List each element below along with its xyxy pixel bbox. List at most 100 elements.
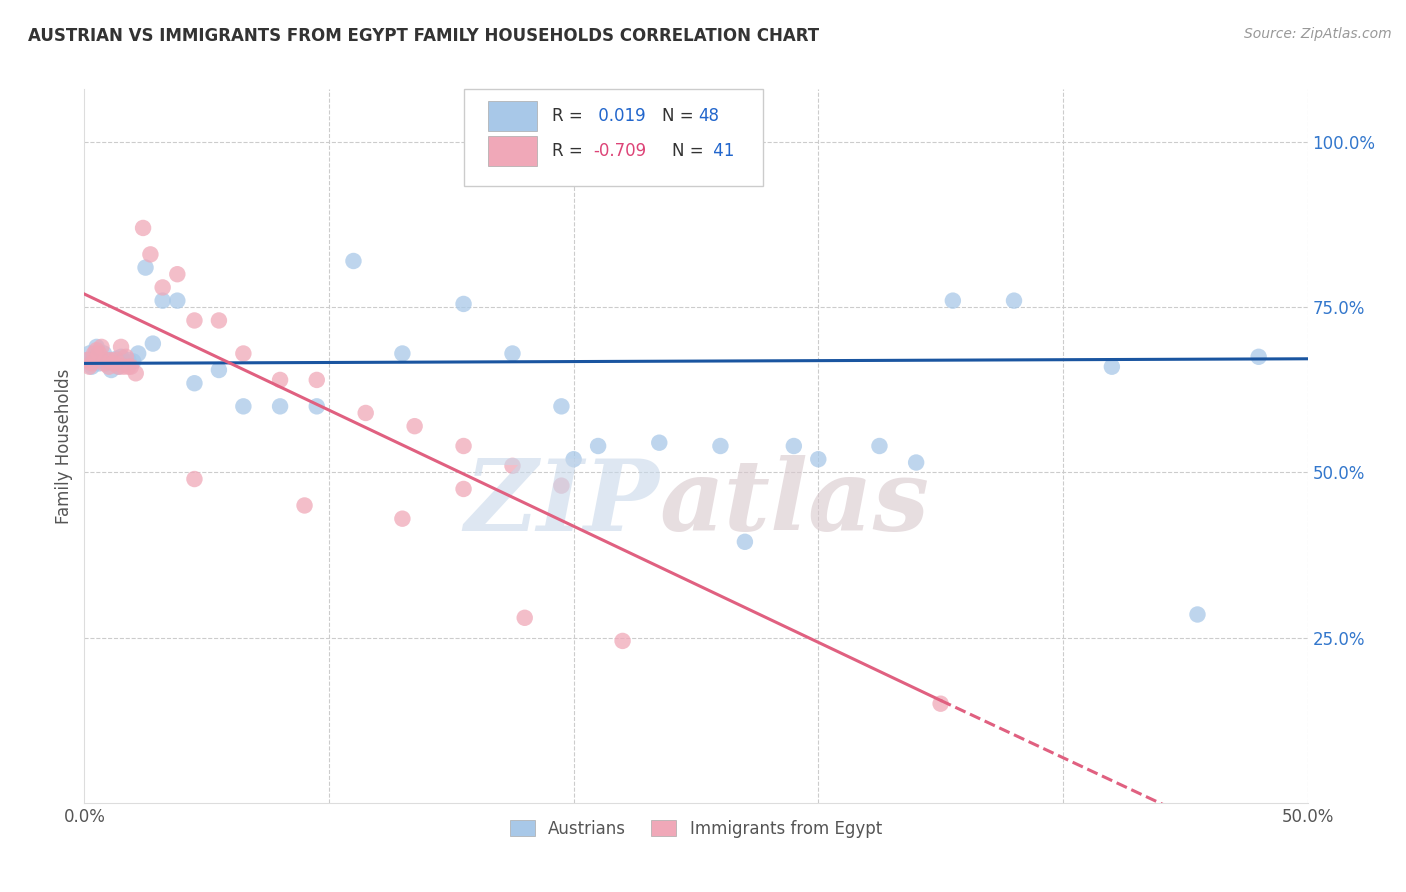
Text: N =: N = — [672, 143, 709, 161]
Point — [183, 472, 205, 486]
Point — [110, 340, 132, 354]
Point — [105, 351, 128, 366]
Point — [294, 499, 316, 513]
Point — [112, 359, 135, 374]
Point — [391, 511, 413, 525]
Point — [152, 293, 174, 308]
Point — [77, 359, 100, 374]
Text: N =: N = — [662, 107, 699, 125]
Point — [120, 359, 142, 374]
Text: Source: ZipAtlas.com: Source: ZipAtlas.com — [1244, 27, 1392, 41]
Point — [905, 456, 928, 470]
Point — [83, 350, 105, 364]
Point — [929, 697, 952, 711]
Point — [586, 439, 609, 453]
Point — [1187, 607, 1209, 622]
Point — [869, 439, 891, 453]
Point — [453, 439, 475, 453]
Text: R =: R = — [551, 107, 588, 125]
Point — [305, 373, 328, 387]
Point — [550, 478, 572, 492]
Text: 41: 41 — [709, 143, 734, 161]
Point — [103, 356, 125, 370]
FancyBboxPatch shape — [488, 136, 537, 166]
Text: 48: 48 — [699, 107, 720, 125]
Point — [86, 343, 108, 358]
Point — [550, 400, 572, 414]
Point — [115, 350, 138, 364]
Point — [269, 400, 291, 414]
Point — [562, 452, 585, 467]
Text: R =: R = — [551, 143, 588, 161]
Point — [105, 353, 128, 368]
Point — [391, 346, 413, 360]
Point — [110, 350, 132, 364]
Point — [90, 340, 112, 354]
Point — [86, 340, 108, 354]
Point — [117, 359, 139, 374]
Point — [232, 346, 254, 360]
Point — [77, 346, 100, 360]
Point — [783, 439, 806, 453]
Point — [208, 363, 231, 377]
Point — [107, 359, 129, 374]
Point — [76, 353, 98, 368]
Text: 0.019: 0.019 — [593, 107, 645, 125]
Text: ZIP: ZIP — [464, 455, 659, 551]
Point — [80, 356, 103, 370]
Point — [100, 353, 122, 368]
Point — [97, 359, 120, 374]
Point — [208, 313, 231, 327]
Point — [127, 346, 149, 360]
Point — [100, 363, 122, 377]
Point — [342, 254, 364, 268]
Point — [612, 634, 634, 648]
Point — [122, 354, 145, 368]
Point — [942, 293, 965, 308]
Point — [734, 534, 756, 549]
Point — [1002, 293, 1025, 308]
Point — [453, 482, 475, 496]
Point — [90, 353, 112, 368]
Point — [93, 346, 115, 360]
Point — [135, 260, 157, 275]
Point — [453, 297, 475, 311]
Point — [142, 336, 165, 351]
Point — [502, 458, 524, 473]
Point — [709, 439, 731, 453]
Point — [1247, 350, 1270, 364]
Text: AUSTRIAN VS IMMIGRANTS FROM EGYPT FAMILY HOUSEHOLDS CORRELATION CHART: AUSTRIAN VS IMMIGRANTS FROM EGYPT FAMILY… — [28, 27, 820, 45]
Point — [93, 356, 115, 370]
Point — [152, 280, 174, 294]
Point — [354, 406, 377, 420]
Point — [103, 354, 125, 368]
Point — [80, 359, 103, 374]
Point — [513, 611, 536, 625]
Point — [87, 346, 110, 360]
Point — [1101, 359, 1123, 374]
Text: -0.709: -0.709 — [593, 143, 647, 161]
Point — [139, 247, 162, 261]
Point — [112, 354, 135, 368]
Legend: Austrians, Immigrants from Egypt: Austrians, Immigrants from Egypt — [503, 814, 889, 845]
Text: atlas: atlas — [659, 455, 929, 551]
Point — [115, 356, 138, 370]
Y-axis label: Family Households: Family Households — [55, 368, 73, 524]
Point — [648, 435, 671, 450]
Point — [132, 221, 155, 235]
Point — [404, 419, 426, 434]
Point — [76, 353, 98, 368]
Point — [107, 359, 129, 374]
Point — [96, 353, 118, 368]
Point — [166, 267, 188, 281]
Point — [166, 293, 188, 308]
Point — [117, 353, 139, 368]
Point — [232, 400, 254, 414]
Point — [183, 376, 205, 391]
Point — [97, 353, 120, 368]
Point — [183, 313, 205, 327]
Point — [807, 452, 830, 467]
Point — [502, 346, 524, 360]
Point — [269, 373, 291, 387]
FancyBboxPatch shape — [464, 89, 763, 186]
